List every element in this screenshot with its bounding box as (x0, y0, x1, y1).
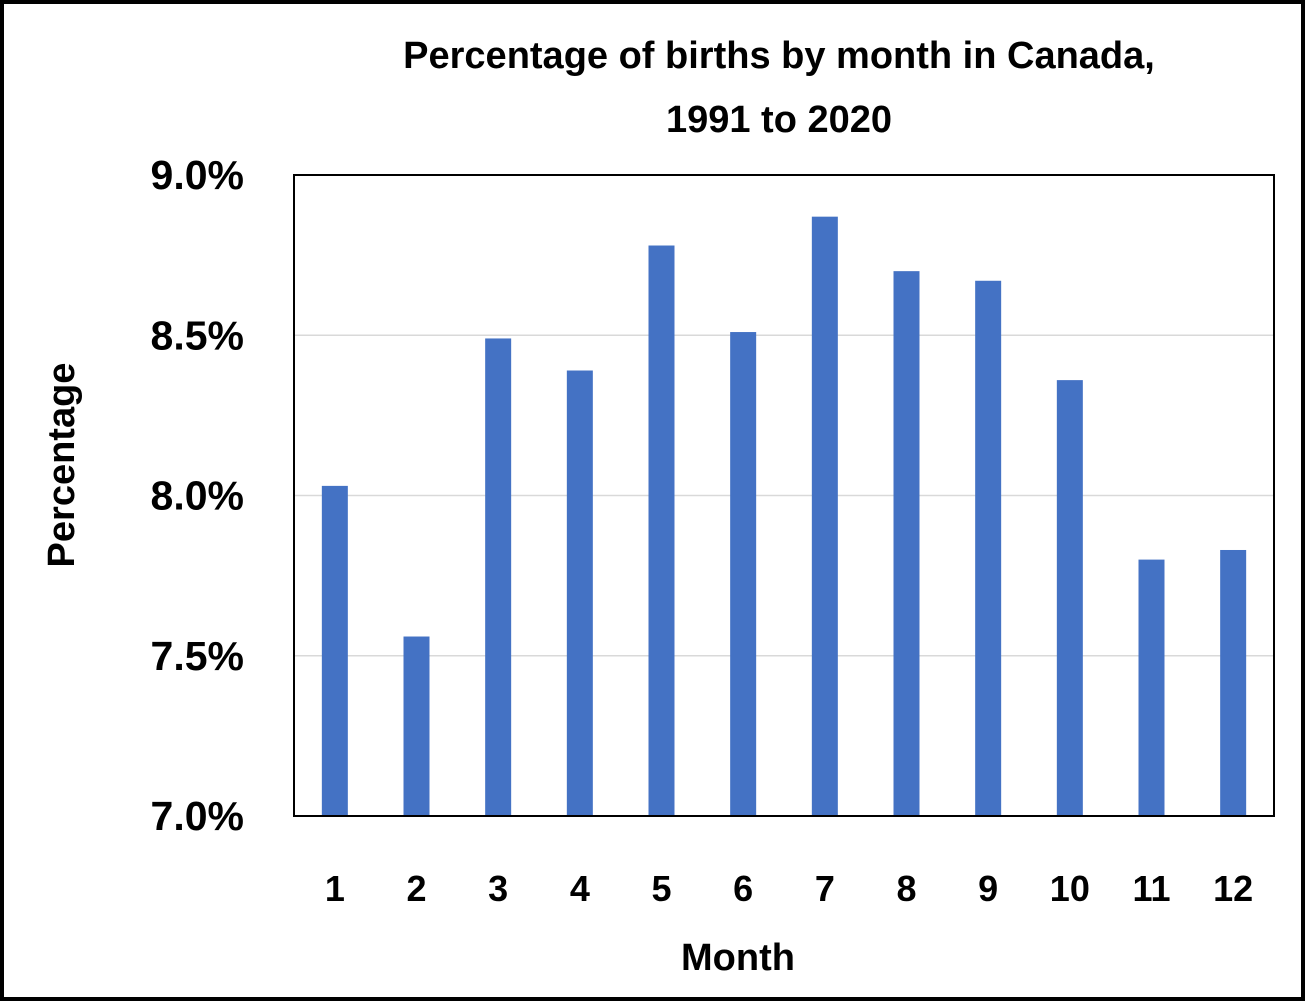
bar-month-1 (321, 485, 348, 816)
y-axis-tick-labels: 7.0% 7.5% 8.0% 8.5% 9.0% (151, 152, 244, 839)
x-tick-label: 11 (1132, 868, 1170, 909)
x-axis-label: Month (681, 937, 795, 979)
bar-month-2 (403, 636, 430, 816)
x-tick-label: 3 (488, 868, 508, 909)
bar-month-11 (1138, 559, 1165, 816)
bar-month-12 (1220, 549, 1247, 816)
chart-title-line-1: Percentage of births by month in Canada, (403, 35, 1155, 77)
x-tick-label: 9 (978, 868, 998, 909)
chart-canvas: Percentage of births by month in Canada,… (41, 35, 1275, 979)
plot-area-border (293, 174, 1275, 817)
x-tick-label: 4 (570, 868, 590, 909)
x-tick-label: 12 (1213, 868, 1253, 909)
y-axis-label: Percentage (41, 363, 83, 568)
bar-month-9 (975, 280, 1002, 816)
bar-month-6 (730, 332, 757, 816)
chart-title-line-2: 1991 to 2020 (666, 99, 892, 141)
y-tick-label: 9.0% (151, 152, 244, 198)
x-tick-label: 2 (406, 868, 426, 909)
bar-series (321, 216, 1247, 817)
x-tick-label: 7 (815, 868, 835, 909)
x-tick-label: 5 (651, 868, 671, 909)
gridlines (294, 334, 1274, 657)
x-tick-label: 6 (733, 868, 753, 909)
bar-month-3 (485, 338, 512, 816)
x-axis-tick-labels: 1 2 3 4 5 6 7 8 9 10 11 12 (325, 868, 1253, 909)
bar-month-10 (1056, 380, 1083, 816)
x-tick-label: 10 (1050, 868, 1090, 909)
y-tick-label: 7.5% (151, 633, 244, 679)
bar-month-7 (811, 216, 838, 817)
x-tick-label: 8 (896, 868, 916, 909)
y-tick-label: 7.0% (151, 793, 244, 839)
x-tick-label: 1 (325, 868, 345, 909)
bar-month-8 (893, 271, 920, 816)
bar-month-4 (566, 370, 593, 816)
y-tick-label: 8.0% (151, 473, 244, 519)
y-tick-label: 8.5% (151, 312, 244, 358)
bar-month-5 (648, 245, 675, 816)
